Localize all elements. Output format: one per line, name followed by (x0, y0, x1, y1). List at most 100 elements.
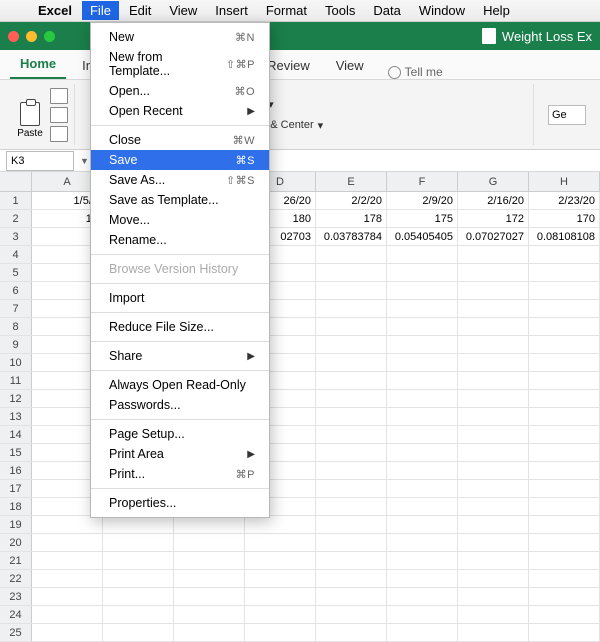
row-header-19[interactable]: 19 (0, 516, 32, 533)
row-header-18[interactable]: 18 (0, 498, 32, 515)
cell-G14[interactable] (458, 426, 529, 443)
cell-H19[interactable] (529, 516, 600, 533)
cell-F23[interactable] (387, 588, 458, 605)
cell-B19[interactable] (103, 516, 174, 533)
cell-H12[interactable] (529, 390, 600, 407)
cell-E5[interactable] (316, 264, 387, 281)
cell-H24[interactable] (529, 606, 600, 623)
cell-G21[interactable] (458, 552, 529, 569)
cell-F4[interactable] (387, 246, 458, 263)
cell-D19[interactable] (245, 516, 316, 533)
row-header-11[interactable]: 11 (0, 372, 32, 389)
cell-E3[interactable]: 0.03783784 (316, 228, 387, 245)
cell-E18[interactable] (316, 498, 387, 515)
cell-B23[interactable] (103, 588, 174, 605)
cell-E11[interactable] (316, 372, 387, 389)
cell-H25[interactable] (529, 624, 600, 641)
cell-F7[interactable] (387, 300, 458, 317)
cell-A24[interactable] (32, 606, 103, 623)
cell-H16[interactable] (529, 462, 600, 479)
cell-F5[interactable] (387, 264, 458, 281)
column-header-H[interactable]: H (529, 172, 600, 191)
cell-C21[interactable] (174, 552, 245, 569)
cut-button[interactable] (50, 88, 68, 104)
menubar-item-file[interactable]: File (82, 1, 119, 20)
cell-E20[interactable] (316, 534, 387, 551)
cell-G5[interactable] (458, 264, 529, 281)
cell-F9[interactable] (387, 336, 458, 353)
menu-item-properties[interactable]: Properties... (91, 493, 269, 513)
row-header-24[interactable]: 24 (0, 606, 32, 623)
cell-H3[interactable]: 0.08108108 (529, 228, 600, 245)
row-header-6[interactable]: 6 (0, 282, 32, 299)
cell-H15[interactable] (529, 444, 600, 461)
menubar-item-tools[interactable]: Tools (317, 1, 363, 20)
menubar-item-insert[interactable]: Insert (207, 1, 256, 20)
format-painter-button[interactable] (50, 126, 68, 142)
menubar-item-format[interactable]: Format (258, 1, 315, 20)
cell-H6[interactable] (529, 282, 600, 299)
cell-G8[interactable] (458, 318, 529, 335)
cell-F6[interactable] (387, 282, 458, 299)
copy-button[interactable] (50, 107, 68, 123)
cell-H4[interactable] (529, 246, 600, 263)
row-header-20[interactable]: 20 (0, 534, 32, 551)
menubar-item-data[interactable]: Data (365, 1, 408, 20)
cell-H18[interactable] (529, 498, 600, 515)
cell-D25[interactable] (245, 624, 316, 641)
cell-F25[interactable] (387, 624, 458, 641)
cell-H5[interactable] (529, 264, 600, 281)
cell-H22[interactable] (529, 570, 600, 587)
menubar-item-help[interactable]: Help (475, 1, 518, 20)
cell-G11[interactable] (458, 372, 529, 389)
menu-item-import[interactable]: Import (91, 288, 269, 308)
row-header-10[interactable]: 10 (0, 354, 32, 371)
cell-A23[interactable] (32, 588, 103, 605)
zoom-window-button[interactable] (44, 31, 55, 42)
cell-B21[interactable] (103, 552, 174, 569)
row-header-15[interactable]: 15 (0, 444, 32, 461)
cell-G19[interactable] (458, 516, 529, 533)
cell-E24[interactable] (316, 606, 387, 623)
cell-H14[interactable] (529, 426, 600, 443)
cell-H11[interactable] (529, 372, 600, 389)
cell-E17[interactable] (316, 480, 387, 497)
row-header-22[interactable]: 22 (0, 570, 32, 587)
cell-H1[interactable]: 2/23/20 (529, 192, 600, 209)
cell-F24[interactable] (387, 606, 458, 623)
row-header-23[interactable]: 23 (0, 588, 32, 605)
menu-item-new[interactable]: New⌘N (91, 27, 269, 47)
cell-G23[interactable] (458, 588, 529, 605)
cell-G25[interactable] (458, 624, 529, 641)
row-header-1[interactable]: 1 (0, 192, 32, 209)
column-header-F[interactable]: F (387, 172, 458, 191)
cell-F1[interactable]: 2/9/20 (387, 192, 458, 209)
cell-G9[interactable] (458, 336, 529, 353)
cell-E14[interactable] (316, 426, 387, 443)
cell-D22[interactable] (245, 570, 316, 587)
cell-E6[interactable] (316, 282, 387, 299)
name-box[interactable]: K3 (6, 151, 74, 171)
cell-F22[interactable] (387, 570, 458, 587)
cell-G17[interactable] (458, 480, 529, 497)
cell-G13[interactable] (458, 408, 529, 425)
font-name-selector[interactable]: Ge (548, 105, 586, 125)
menubar-item-edit[interactable]: Edit (121, 1, 159, 20)
cell-F12[interactable] (387, 390, 458, 407)
cell-E4[interactable] (316, 246, 387, 263)
cell-D21[interactable] (245, 552, 316, 569)
cell-F2[interactable]: 175 (387, 210, 458, 227)
menu-item-print-area[interactable]: Print Area▶ (91, 444, 269, 464)
cell-H17[interactable] (529, 480, 600, 497)
cell-E10[interactable] (316, 354, 387, 371)
ribbon-tab-home[interactable]: Home (10, 50, 66, 79)
cell-E13[interactable] (316, 408, 387, 425)
cell-A25[interactable] (32, 624, 103, 641)
cell-H8[interactable] (529, 318, 600, 335)
paste-button[interactable]: Paste (14, 100, 46, 142)
cell-F14[interactable] (387, 426, 458, 443)
cell-B24[interactable] (103, 606, 174, 623)
cell-C24[interactable] (174, 606, 245, 623)
row-header-16[interactable]: 16 (0, 462, 32, 479)
cell-G6[interactable] (458, 282, 529, 299)
